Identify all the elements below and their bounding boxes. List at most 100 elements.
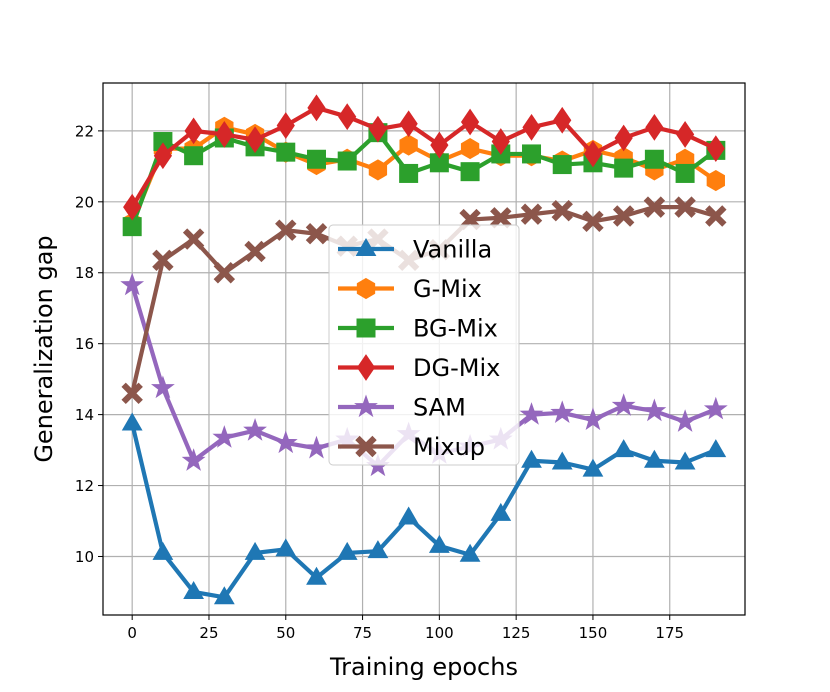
- data-point: [643, 196, 666, 218]
- data-point: [337, 151, 357, 171]
- data-point: [430, 131, 449, 159]
- data-point: [614, 158, 634, 178]
- x-tick-label: 75: [353, 624, 372, 642]
- legend-label: BG-Mix: [413, 315, 498, 343]
- data-point: [399, 134, 418, 156]
- data-point: [184, 117, 203, 145]
- legend-item: DG-Mix: [338, 354, 500, 382]
- data-point: [520, 203, 543, 225]
- legend-item: SAM: [338, 394, 466, 422]
- data-point: [399, 110, 418, 138]
- data-point: [522, 113, 541, 141]
- legend-label: Vanilla: [413, 236, 492, 264]
- data-point: [644, 149, 664, 169]
- x-tick-label: 25: [199, 624, 218, 642]
- data-point: [582, 210, 604, 233]
- data-point: [244, 240, 266, 263]
- data-point: [121, 412, 143, 431]
- data-point: [338, 103, 357, 131]
- series-dg-mix: [123, 94, 725, 221]
- data-point: [243, 418, 267, 441]
- data-point: [273, 430, 298, 454]
- data-point: [522, 144, 542, 164]
- legend-marker: [354, 394, 378, 418]
- data-point: [673, 409, 698, 432]
- data-point: [120, 272, 145, 296]
- data-point: [182, 228, 205, 250]
- data-point: [306, 566, 327, 585]
- data-point: [551, 451, 573, 470]
- legend-label: Mixup: [413, 433, 485, 461]
- data-point: [213, 586, 235, 605]
- data-point: [582, 458, 604, 477]
- data-point: [550, 400, 575, 423]
- data-point: [645, 113, 664, 141]
- legend: Vanilla G-Mix BG-Mix DG-Mix SAM Mixup: [328, 224, 520, 466]
- data-point: [706, 169, 725, 192]
- legend-item: Mixup: [338, 433, 485, 461]
- data-point: [581, 407, 605, 431]
- legend-label: G-Mix: [413, 275, 482, 303]
- data-point: [583, 140, 603, 168]
- data-point: [399, 163, 419, 183]
- y-tick-label: 14: [75, 406, 94, 424]
- data-point: [398, 506, 420, 525]
- data-point: [614, 124, 633, 152]
- y-tick-label: 18: [75, 264, 94, 282]
- data-point: [183, 580, 205, 599]
- data-point: [304, 435, 329, 459]
- legend-item: G-Mix: [338, 275, 482, 303]
- data-point: [643, 449, 665, 468]
- legend-label: SAM: [413, 394, 466, 422]
- y-tick-label: 10: [75, 548, 94, 566]
- x-axis-label: Training epochs: [329, 653, 518, 681]
- y-axis-label: Generalization gap: [30, 235, 58, 462]
- legend-label: DG-Mix: [413, 354, 500, 382]
- data-point: [460, 138, 480, 160]
- data-point: [459, 543, 481, 562]
- data-point: [336, 541, 358, 560]
- legend-marker: [355, 435, 377, 458]
- legend-marker: [356, 318, 376, 338]
- data-point: [675, 121, 695, 148]
- y-tick-label: 22: [75, 122, 94, 140]
- data-point: [612, 205, 635, 227]
- data-point: [705, 439, 727, 458]
- data-point: [674, 196, 696, 218]
- data-point: [244, 541, 266, 560]
- x-tick-label: 175: [655, 624, 684, 642]
- data-point: [305, 223, 328, 245]
- legend-marker: [356, 354, 376, 381]
- axis-ticks: 0 25 50 75 100 125 150 175 10 12 14 16 18 20 22: [75, 122, 684, 642]
- data-point: [428, 534, 450, 553]
- data-point: [491, 128, 510, 155]
- x-tick-label: 125: [502, 624, 531, 642]
- data-point: [460, 162, 480, 182]
- data-point: [275, 219, 297, 241]
- data-point: [152, 249, 174, 272]
- y-tick-label: 16: [75, 335, 94, 353]
- y-tick-label: 20: [75, 193, 94, 211]
- data-point: [642, 398, 667, 422]
- data-point: [153, 142, 173, 170]
- data-point: [368, 115, 388, 143]
- data-point: [519, 402, 544, 425]
- data-point: [152, 541, 174, 560]
- x-tick-label: 100: [425, 624, 454, 642]
- legend-marker: [356, 277, 376, 300]
- data-point: [674, 451, 696, 470]
- data-point: [181, 448, 206, 471]
- data-point: [521, 449, 542, 468]
- data-point: [245, 126, 265, 154]
- x-tick-label: 50: [276, 624, 295, 642]
- data-point: [675, 163, 695, 183]
- data-point: [611, 393, 636, 416]
- data-point: [367, 540, 389, 559]
- data-point: [212, 425, 237, 448]
- data-point: [460, 108, 480, 136]
- data-point: [705, 205, 727, 227]
- x-tick-label: 0: [127, 624, 137, 642]
- data-point: [276, 112, 295, 139]
- data-point: [276, 142, 296, 162]
